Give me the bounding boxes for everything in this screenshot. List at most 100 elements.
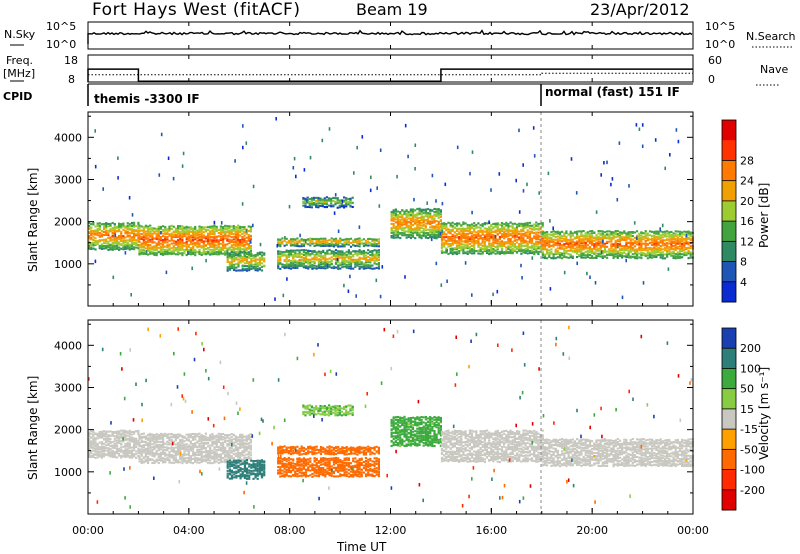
power-echo-cell xyxy=(565,239,568,242)
power-echo-cell xyxy=(347,198,350,201)
power-echo-cell xyxy=(537,250,540,253)
power-echo-cell xyxy=(204,230,207,233)
power-echo-cell xyxy=(548,245,551,248)
power-echo-cell xyxy=(228,232,231,235)
power-echo-cell xyxy=(172,239,175,242)
power-echo-cell xyxy=(569,235,572,238)
velocity-echo-cell xyxy=(118,454,121,457)
power-echo-cell xyxy=(416,207,419,210)
velocity-echo-cell xyxy=(155,433,158,436)
power-echo-cell xyxy=(105,231,108,234)
velocity-echo-cell xyxy=(144,443,147,446)
power-echo-cell xyxy=(343,196,346,199)
power-echo-cell xyxy=(533,235,536,238)
power-echo-cell xyxy=(298,249,301,252)
power-echo-cell xyxy=(332,240,335,243)
power-echo-cell xyxy=(309,253,312,256)
power-echo-cell xyxy=(149,228,152,231)
velocity-echo-cell xyxy=(118,432,121,435)
velocity-echo-cell xyxy=(187,461,190,464)
power-echo-cell xyxy=(111,247,114,250)
power-echo-cell xyxy=(642,232,645,235)
power-echo-cell xyxy=(198,243,201,246)
power-echo-cell xyxy=(588,230,592,233)
power-echo-cell xyxy=(471,150,474,154)
velocity-echo-cell xyxy=(133,454,136,457)
power-echo-cell xyxy=(460,224,463,227)
velocity-echo-cell xyxy=(196,441,199,444)
velocity-echo-cell xyxy=(115,450,119,453)
power-echo-cell xyxy=(455,244,459,247)
power-echo-cell xyxy=(535,243,538,246)
power-echo-cell xyxy=(498,231,501,234)
power-echo-cell xyxy=(629,235,632,238)
power-echo-cell xyxy=(96,223,99,226)
power-echo-cell xyxy=(313,198,316,201)
power-echo-cell xyxy=(234,231,237,234)
power-echo-cell xyxy=(399,227,402,230)
power-echo-cell xyxy=(429,233,432,236)
power-echo-cell xyxy=(170,247,173,250)
power-echo-cell xyxy=(453,236,456,239)
power-echo-cell xyxy=(159,225,162,228)
power-echo-cell xyxy=(455,248,459,251)
power-echo-cell xyxy=(155,254,158,257)
power-echo-cell xyxy=(535,236,538,239)
power-echo-cell xyxy=(399,225,402,228)
power-echo-cell xyxy=(196,231,199,234)
velocity-echo-cell xyxy=(103,449,106,452)
velocity-echo-cell xyxy=(196,458,199,461)
power-echo-cell xyxy=(507,251,510,254)
power-echo-cell xyxy=(277,263,280,266)
power-echo-cell xyxy=(458,241,461,244)
power-echo-cell xyxy=(535,227,538,230)
power-echo-cell xyxy=(437,208,440,211)
power-echo-cell xyxy=(522,249,525,252)
power-echo-cell xyxy=(422,229,425,232)
power-echo-cell xyxy=(174,233,177,236)
power-echo-cell xyxy=(307,262,310,265)
power-echo-cell xyxy=(351,205,354,208)
power-echo-cell xyxy=(211,225,214,228)
power-echo-cell xyxy=(500,250,504,253)
power-echo-cell xyxy=(424,235,427,238)
velocity-echo-cell xyxy=(107,435,110,438)
power-echo-cell xyxy=(429,226,432,229)
power-echo-cell xyxy=(407,212,410,215)
velocity-echo-cell xyxy=(200,434,203,437)
power-echo-cell xyxy=(511,236,514,239)
power-echo-cell xyxy=(543,241,547,244)
power-echo-cell xyxy=(396,210,400,213)
power-echo-cell xyxy=(310,197,313,200)
power-echo-cell xyxy=(336,257,339,262)
velocity-echo-cell xyxy=(159,455,162,458)
power-echo-cell xyxy=(209,242,212,245)
power-echo-cell xyxy=(657,249,660,252)
power-echo-cell xyxy=(567,244,570,247)
power-echo-cell xyxy=(213,251,216,254)
velocity-echo-cell xyxy=(133,443,136,446)
power-echo-cell xyxy=(458,227,461,230)
power-echo-cell xyxy=(166,250,169,253)
power-echo-cell xyxy=(185,249,188,252)
power-echo-cell xyxy=(330,252,333,255)
power-echo-cell xyxy=(142,227,145,230)
power-echo-cell xyxy=(678,249,682,252)
velocity-echo-cell xyxy=(149,453,152,456)
power-echo-cell xyxy=(689,251,692,254)
power-echo-cell xyxy=(511,247,514,250)
velocity-echo-cell xyxy=(202,445,205,448)
velocity-echo-cell xyxy=(194,438,197,441)
power-echo-cell xyxy=(142,252,145,255)
power-echo-cell xyxy=(550,231,553,234)
power-echo-cell xyxy=(328,204,331,207)
velocity-echo-cell xyxy=(157,445,160,448)
power-echo-cell xyxy=(646,247,649,250)
power-echo-cell xyxy=(243,227,246,230)
power-echo-cell xyxy=(558,239,562,242)
power-echo-cell xyxy=(394,208,397,211)
power-echo-cell xyxy=(483,240,486,243)
power-echo-cell xyxy=(511,244,514,247)
power-echo-cell xyxy=(311,267,314,270)
power-echo-cell xyxy=(133,232,136,235)
